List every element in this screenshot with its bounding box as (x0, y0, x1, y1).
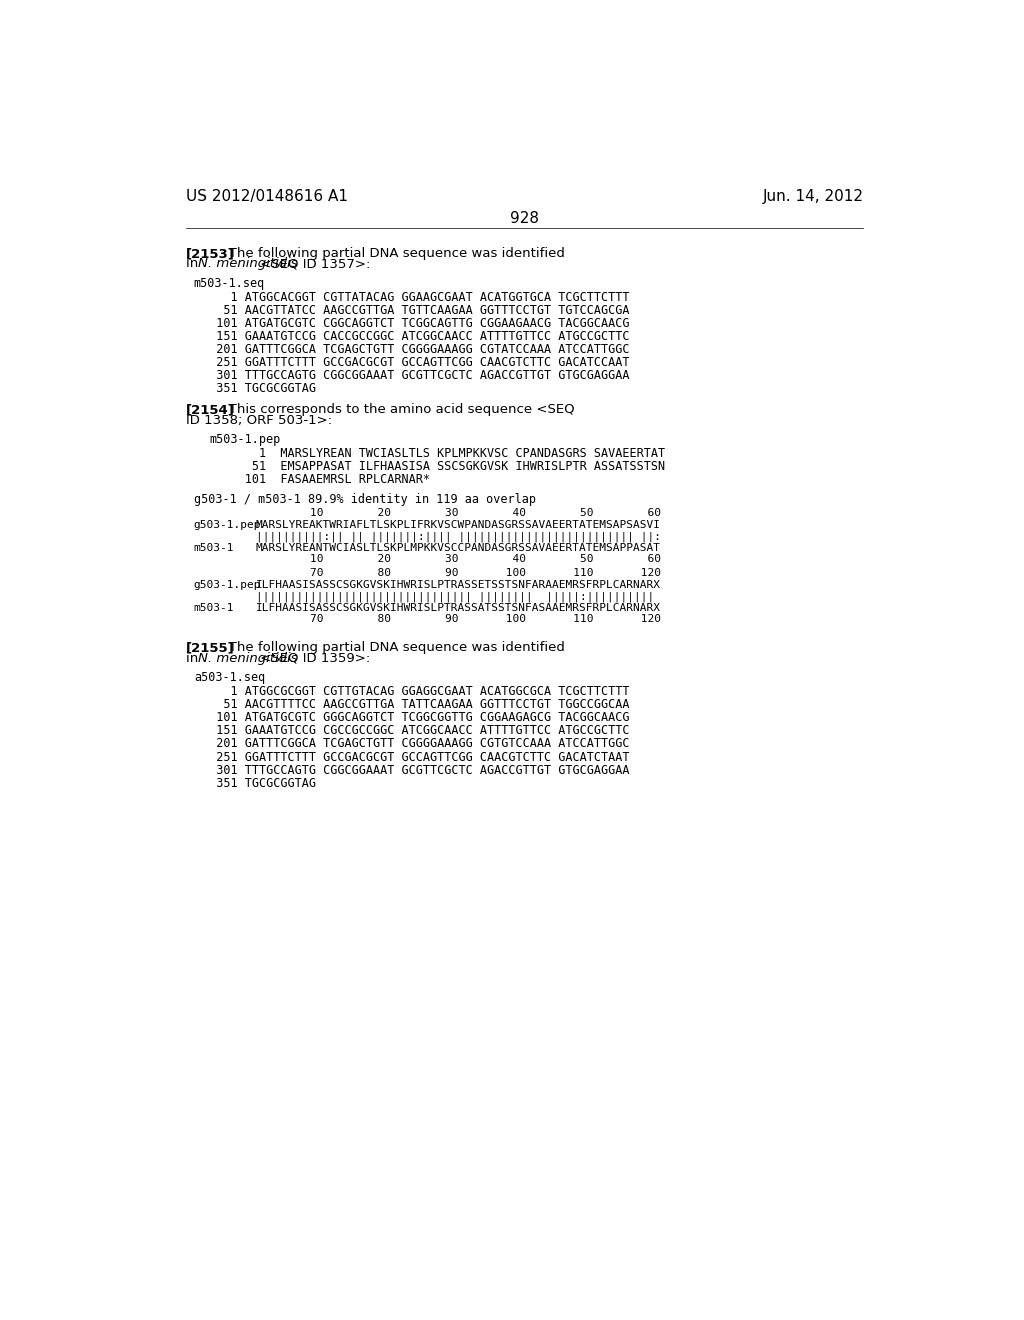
Text: in: in (186, 257, 203, 271)
Text: 151 GAAATGTCCG CGCCGCCGGC ATCGGCAACC ATTTTGTTCC ATGCCGCTTC: 151 GAAATGTCCG CGCCGCCGGC ATCGGCAACC ATT… (202, 725, 629, 738)
Text: 251 GGATTTCTTT GCCGACGCGT GCCAGTTCGG CAACGTCTTC GACATCTAAT: 251 GGATTTCTTT GCCGACGCGT GCCAGTTCGG CAA… (202, 751, 629, 763)
Text: 51 AACGTTATCC AAGCCGTTGA TGTTCAAGAA GGTTTCCTGT TGTCCAGCGA: 51 AACGTTATCC AAGCCGTTGA TGTTCAAGAA GGTT… (202, 304, 629, 317)
Text: MARSLYREAKTWRIAFLTLSKPLIFRKVSCWPANDASGRSSAVAEERTATEMSAPSASVI: MARSLYREAKTWRIAFLTLSKPLIFRKVSCWPANDASGRS… (256, 520, 660, 529)
Text: 70        80        90       100       110       120: 70 80 90 100 110 120 (256, 614, 660, 624)
Text: Jun. 14, 2012: Jun. 14, 2012 (763, 189, 863, 205)
Text: 201 GATTTCGGCA TCGAGCTGTT CGGGGAAAGG CGTATCCAAA ATCCATTGGC: 201 GATTTCGGCA TCGAGCTGTT CGGGGAAAGG CGT… (202, 343, 629, 356)
Text: US 2012/0148616 A1: US 2012/0148616 A1 (186, 189, 348, 205)
Text: The following partial DNA sequence was identified: The following partial DNA sequence was i… (216, 247, 564, 260)
Text: 10        20        30        40        50        60: 10 20 30 40 50 60 (256, 508, 660, 517)
Text: 101 ATGATGCGTC CGGCAGGTCT TCGGCAGTTG CGGAAGAACG TACGGCAACG: 101 ATGATGCGTC CGGCAGGTCT TCGGCAGTTG CGG… (202, 317, 629, 330)
Text: <SEQ ID 1357>:: <SEQ ID 1357>: (256, 257, 370, 271)
Text: N. meningitidis: N. meningitidis (198, 257, 297, 271)
Text: [2155]: [2155] (186, 642, 234, 655)
Text: 51  EMSAPPASAT ILFHAASISA SSCSGKGVSK IHWRISLPTR ASSATSSTSN: 51 EMSAPPASAT ILFHAASISA SSCSGKGVSK IHWR… (202, 461, 665, 474)
Text: m503-1.pep: m503-1.pep (209, 433, 281, 446)
Text: m503-1: m503-1 (194, 603, 234, 612)
Text: 51 AACGTTTTCC AAGCCGTTGA TATTCAAGAA GGTTTCCTGT TGGCCGGCAA: 51 AACGTTTTCC AAGCCGTTGA TATTCAAGAA GGTT… (202, 698, 629, 711)
Text: |||||||||||||||||||||||||||||||| ||||||||  |||||:||||||||||: |||||||||||||||||||||||||||||||| |||||||… (256, 591, 654, 602)
Text: ID 1358; ORF 503-1>:: ID 1358; ORF 503-1>: (186, 413, 332, 426)
Text: ILFHAASISASSCSGKGVSKIHWRISLPTRASSETSSTSNFARAAEMRSFRPLCARNARX: ILFHAASISASSCSGKGVSKIHWRISLPTRASSETSSTSN… (256, 579, 660, 590)
Text: ILFHAASISASSCSGKGVSKIHWRISLPTRASSATSSTSNFASAAEMRSFRPLCARNARX: ILFHAASISASSCSGKGVSKIHWRISLPTRASSATSSTSN… (256, 603, 660, 612)
Text: in: in (186, 652, 203, 664)
Text: 1  MARSLYREAN TWCIASLTLS KPLMPKKVSC CPANDASGRS SAVAEERTAT: 1 MARSLYREAN TWCIASLTLS KPLMPKKVSC CPAND… (202, 447, 665, 461)
Text: a503-1.seq: a503-1.seq (194, 671, 265, 684)
Text: 301 TTTGCCAGTG CGGCGGAAAT GCGTTCGCTC AGACCGTTGT GTGCGAGGAA: 301 TTTGCCAGTG CGGCGGAAAT GCGTTCGCTC AGA… (202, 370, 629, 383)
Text: m503-1: m503-1 (194, 543, 234, 553)
Text: 928: 928 (510, 211, 540, 226)
Text: MARSLYREANTWCIASLTLSKPLMPKKVSCCPANDASGRSSAVAEERTATEMSAPPASAT: MARSLYREANTWCIASLTLSKPLMPKKVSCCPANDASGRS… (256, 543, 660, 553)
Text: This corresponds to the amino acid sequence <SEQ: This corresponds to the amino acid seque… (216, 404, 574, 416)
Text: 10        20        30        40        50        60: 10 20 30 40 50 60 (256, 554, 660, 564)
Text: g503-1.pep: g503-1.pep (194, 579, 261, 590)
Text: 101  FASAAEMRSL RPLCARNAR*: 101 FASAAEMRSL RPLCARNAR* (202, 474, 430, 486)
Text: g503-1.pep: g503-1.pep (194, 520, 261, 529)
Text: 201 GATTTCGGCA TCGAGCTGTT CGGGGAAAGG CGTGTCCAAA ATCCATTGGC: 201 GATTTCGGCA TCGAGCTGTT CGGGGAAAGG CGT… (202, 738, 629, 751)
Text: 101 ATGATGCGTC GGGCAGGTCT TCGGCGGTTG CGGAAGAGCG TACGGCAACG: 101 ATGATGCGTC GGGCAGGTCT TCGGCGGTTG CGG… (202, 711, 629, 725)
Text: 301 TTTGCCAGTG CGGCGGAAAT GCGTTCGCTC AGACCGTTGT GTGCGAGGAA: 301 TTTGCCAGTG CGGCGGAAAT GCGTTCGCTC AGA… (202, 763, 629, 776)
Text: 1 ATGGCGCGGT CGTTGTACAG GGAGGCGAAT ACATGGCGCA TCGCTTCTTT: 1 ATGGCGCGGT CGTTGTACAG GGAGGCGAAT ACATG… (202, 685, 629, 698)
Text: 251 GGATTTCTTT GCCGACGCGT GCCAGTTCGG CAACGTCTTC GACATCCAAT: 251 GGATTTCTTT GCCGACGCGT GCCAGTTCGG CAA… (202, 356, 629, 370)
Text: 351 TGCGCGGTAG: 351 TGCGCGGTAG (202, 383, 315, 396)
Text: 1 ATGGCACGGT CGTTATACAG GGAAGCGAAT ACATGGTGCA TCGCTTCTTT: 1 ATGGCACGGT CGTTATACAG GGAAGCGAAT ACATG… (202, 290, 629, 304)
Text: m503-1.seq: m503-1.seq (194, 277, 265, 290)
Text: The following partial DNA sequence was identified: The following partial DNA sequence was i… (216, 642, 564, 655)
Text: [2154]: [2154] (186, 404, 234, 416)
Text: 351 TGCGCGGTAG: 351 TGCGCGGTAG (202, 776, 315, 789)
Text: N. meningitidis: N. meningitidis (198, 652, 297, 664)
Text: 70        80        90       100       110       120: 70 80 90 100 110 120 (256, 568, 660, 578)
Text: 151 GAAATGTCCG CACCGCCGGC ATCGGCAACC ATTTTGTTCC ATGCCGCTTC: 151 GAAATGTCCG CACCGCCGGC ATCGGCAACC ATT… (202, 330, 629, 343)
Text: ||||||||||:|| || |||||||:|||| |||||||||||||||||||||||||| ||:: ||||||||||:|| || |||||||:|||| ||||||||||… (256, 531, 660, 541)
Text: g503-1 / m503-1 89.9% identity in 119 aa overlap: g503-1 / m503-1 89.9% identity in 119 aa… (194, 492, 536, 506)
Text: <SEQ ID 1359>:: <SEQ ID 1359>: (256, 652, 370, 664)
Text: [2153]: [2153] (186, 247, 234, 260)
